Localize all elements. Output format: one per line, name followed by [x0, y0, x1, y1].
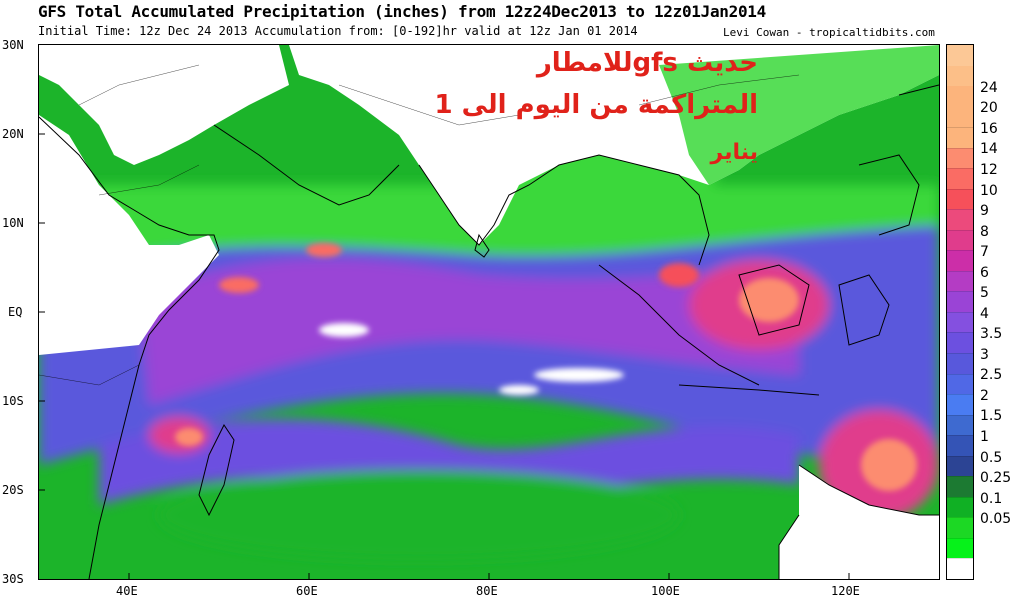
legend-label: 9 — [980, 203, 989, 220]
legend-swatch — [947, 414, 973, 436]
legend-swatch — [947, 168, 973, 189]
legend-label: 2 — [980, 387, 989, 404]
legend-label: 10 — [980, 182, 998, 199]
lat-label-20s: 20S — [2, 483, 24, 497]
legend-label: 24 — [980, 79, 998, 96]
lat-label-10s: 10S — [2, 394, 24, 408]
lon-label-60e: 60E — [296, 584, 318, 598]
legend-swatch — [947, 270, 973, 292]
legend-label: 0.1 — [980, 490, 1003, 507]
legend-label: 16 — [980, 120, 998, 137]
legend-label: 20 — [980, 100, 998, 117]
legend-swatch-extra — [947, 86, 973, 107]
overlay-line-1: حديث gfsللامطار — [536, 48, 758, 78]
legend-label: 14 — [980, 141, 998, 158]
legend-swatch-extra — [947, 45, 973, 66]
lon-label-80e: 80E — [476, 584, 498, 598]
lon-label-120e: 120E — [831, 584, 860, 598]
overlay-line-2: المتراكمة من اليوم الى 1 — [434, 90, 758, 120]
lon-label-100e: 100E — [651, 584, 680, 598]
legend-swatch — [947, 311, 973, 333]
legend-swatch — [947, 558, 973, 579]
legend-swatch — [947, 209, 973, 230]
legend-label: 0.25 — [980, 470, 1012, 487]
legend-label: 0.05 — [980, 511, 1012, 528]
lat-label-30n: 30N — [2, 38, 24, 52]
legend-swatch — [947, 188, 973, 210]
legend-label: 1.5 — [980, 408, 1003, 425]
legend-swatch-extra — [947, 106, 973, 128]
legend-label: 7 — [980, 244, 989, 261]
overlay-line-3: يناير — [710, 140, 758, 165]
legend-swatch — [947, 147, 973, 169]
legend-label: 12 — [980, 161, 998, 178]
legend-swatch-extra — [947, 65, 973, 87]
legend-label: 8 — [980, 223, 989, 240]
precipitation-map — [38, 44, 940, 580]
legend-swatch — [947, 373, 973, 395]
legend-swatch — [947, 455, 973, 477]
legend-label: 0.5 — [980, 449, 1003, 466]
lat-label-eq: EQ — [8, 305, 23, 319]
legend-swatch — [947, 352, 973, 374]
legend-swatch — [947, 394, 973, 415]
legend-swatch — [947, 332, 973, 353]
lat-label-20n: 20N — [2, 127, 24, 141]
legend-swatch — [947, 476, 973, 497]
lon-label-40e: 40E — [116, 584, 138, 598]
legend-label: 6 — [980, 264, 989, 281]
legend-label: 3 — [980, 346, 989, 363]
credit-text: Levi Cowan - tropicaltidbits.com — [723, 26, 935, 39]
legend-swatch — [947, 291, 973, 312]
legend-swatch — [947, 250, 973, 271]
legend-swatch — [947, 229, 973, 251]
chart-title: GFS Total Accumulated Precipitation (inc… — [38, 2, 766, 21]
legend-label: 2.5 — [980, 367, 1003, 384]
legend-swatch — [947, 496, 973, 518]
legend-label: 3.5 — [980, 326, 1003, 343]
chart-subtitle: Initial Time: 12z Dec 24 2013 Accumulati… — [38, 24, 638, 38]
legend-label: 4 — [980, 305, 989, 322]
lat-label-10n: 10N — [2, 216, 24, 230]
legend-label: 1 — [980, 428, 989, 445]
legend-swatch — [947, 517, 973, 538]
legend-swatch — [947, 537, 973, 559]
lat-label-30s: 30S — [2, 572, 24, 586]
legend-colorbar — [946, 44, 974, 580]
legend-swatch — [947, 127, 973, 148]
legend-label: 5 — [980, 285, 989, 302]
legend-swatch — [947, 435, 973, 456]
